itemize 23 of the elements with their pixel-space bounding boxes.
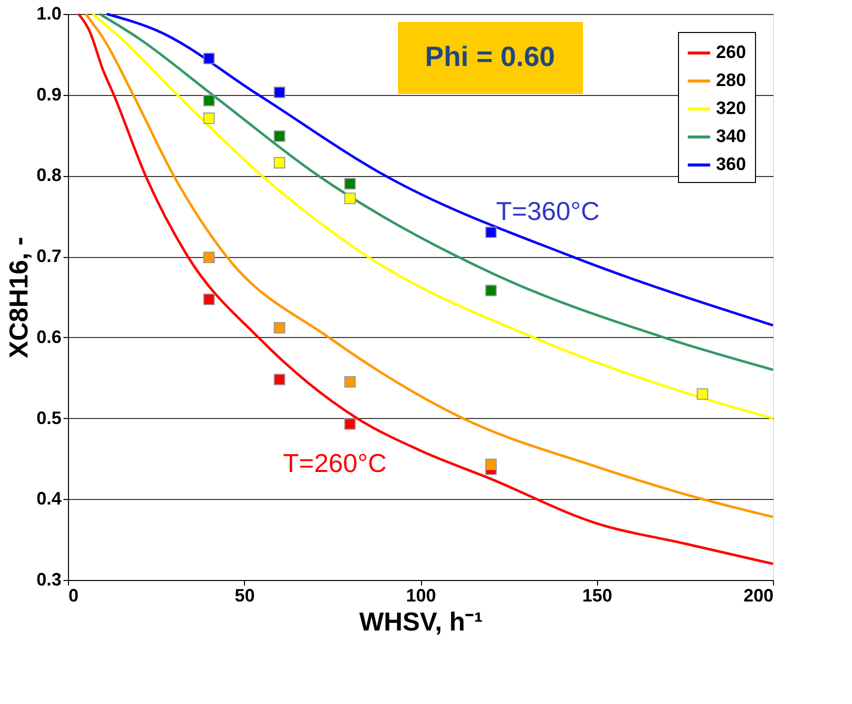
y-tick-label: 0.6 [36,326,62,347]
legend-label: 280 [716,70,746,90]
annotation: T=360°C [496,196,600,226]
y-tick-label: 0.8 [36,165,62,186]
y-tick-label: 0.9 [36,84,62,104]
y-tick-label: 0.7 [36,246,62,266]
x-tick-label: 200 [743,586,774,606]
y-tick-label: 1.0 [36,4,62,24]
legend-label: 340 [716,126,746,146]
legend-label: 320 [716,98,746,118]
x-axis-title: WHSV, h⁻¹ [359,606,483,636]
y-tick-label: 0.4 [36,488,62,509]
x-tick-label: 50 [234,586,255,606]
annotation: Phi = 0.60 [425,41,555,72]
legend-label: 360 [716,154,746,174]
y-tick-label: 0.3 [36,570,62,590]
x-tick-label: 150 [582,586,612,606]
x-tick-label: 100 [406,586,436,606]
annotation: T=260°C [283,448,387,478]
x-tick-label: 0 [68,586,79,606]
y-axis-title: XC8H16, - [3,236,34,358]
y-tick-label: 0.5 [36,408,62,428]
legend-label: 260 [716,42,746,62]
